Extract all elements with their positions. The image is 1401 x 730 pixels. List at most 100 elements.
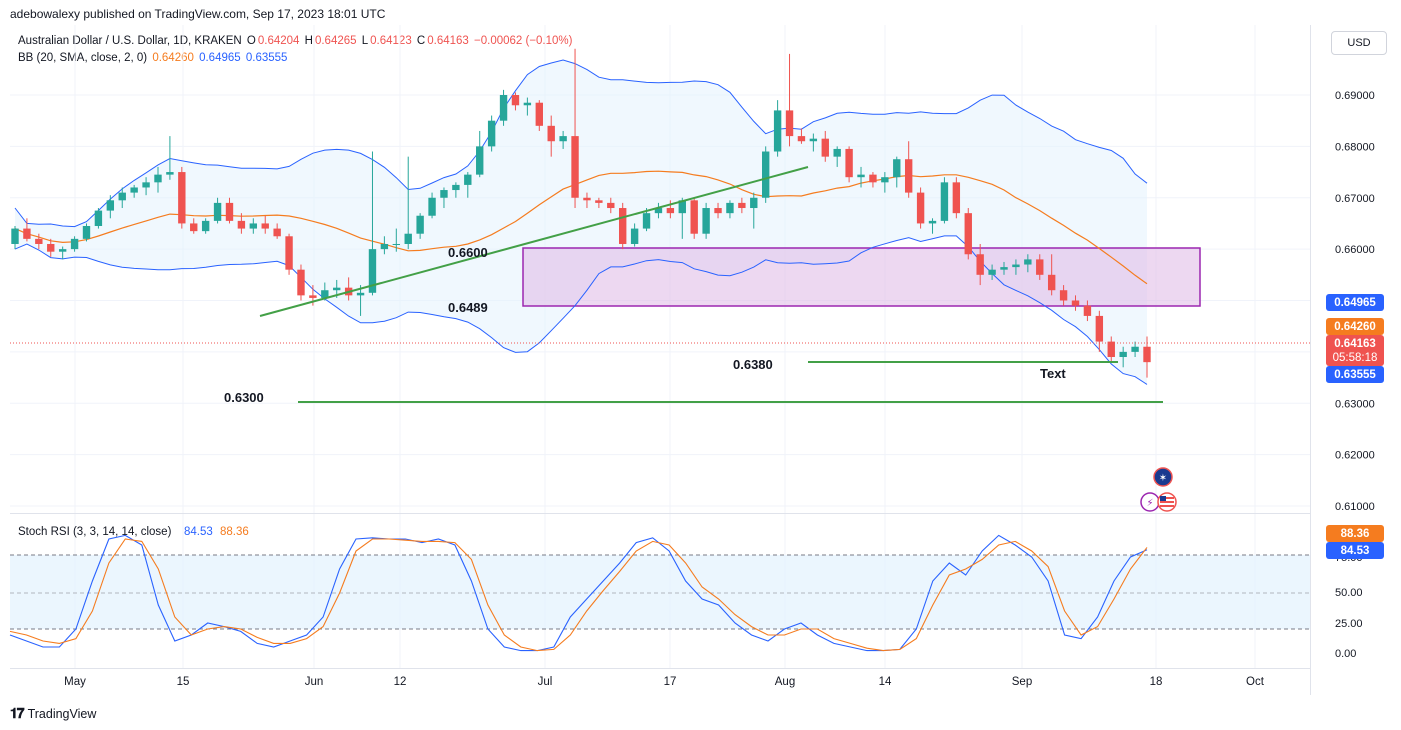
candle-body[interactable] xyxy=(642,213,651,229)
candle-body[interactable] xyxy=(630,228,639,244)
candle-body[interactable] xyxy=(583,197,591,201)
candle-body[interactable] xyxy=(702,208,710,234)
candle-body[interactable] xyxy=(213,202,222,221)
australia-flag-icon[interactable]: ✶ xyxy=(1153,467,1173,487)
candle-body[interactable] xyxy=(368,249,377,293)
uptrend-line[interactable] xyxy=(259,166,809,317)
candle-body[interactable] xyxy=(333,287,341,291)
candle-body[interactable] xyxy=(94,210,103,227)
candle-body[interactable] xyxy=(1143,346,1151,363)
candle-body[interactable] xyxy=(309,295,317,298)
candle-body[interactable] xyxy=(321,290,329,298)
candle-body[interactable] xyxy=(178,172,186,224)
candle-body[interactable] xyxy=(23,228,31,239)
candle-body[interactable] xyxy=(714,208,722,214)
candle-body[interactable] xyxy=(797,136,806,142)
candle-body[interactable] xyxy=(571,136,579,198)
candle-body[interactable] xyxy=(678,200,686,214)
candle-body[interactable] xyxy=(142,182,150,188)
candle-body[interactable] xyxy=(380,243,389,250)
us-flag-icon[interactable] xyxy=(1157,492,1177,512)
candle-body[interactable] xyxy=(845,148,853,178)
candle-body[interactable] xyxy=(1036,259,1044,275)
candle-body[interactable] xyxy=(1083,305,1092,316)
candle-body[interactable] xyxy=(1071,300,1080,306)
candle-body[interactable] xyxy=(511,95,520,106)
candle-body[interactable] xyxy=(1024,259,1032,265)
candle-body[interactable] xyxy=(428,197,436,216)
candle-body[interactable] xyxy=(58,249,67,252)
candle-body[interactable] xyxy=(607,202,615,209)
candle-body[interactable] xyxy=(261,223,269,229)
candle-body[interactable] xyxy=(11,228,19,244)
candle-body[interactable] xyxy=(893,159,901,178)
candle-body[interactable] xyxy=(356,292,365,296)
candle-body[interactable] xyxy=(47,243,55,252)
candle-body[interactable] xyxy=(666,208,675,214)
candle-body[interactable] xyxy=(285,236,293,270)
candle-body[interactable] xyxy=(523,102,532,106)
candle-body[interactable] xyxy=(1119,351,1127,358)
candle-body[interactable] xyxy=(1000,267,1008,270)
candle-body[interactable] xyxy=(833,148,841,157)
candle-body[interactable] xyxy=(1047,274,1056,291)
candle-body[interactable] xyxy=(273,228,281,237)
candle-body[interactable] xyxy=(547,125,555,142)
candle-body[interactable] xyxy=(595,200,603,203)
candle-body[interactable] xyxy=(535,102,543,126)
candle-body[interactable] xyxy=(35,238,43,244)
candle-body[interactable] xyxy=(809,138,818,142)
candle-body[interactable] xyxy=(654,208,663,214)
candle-body[interactable] xyxy=(619,208,627,244)
candle-body[interactable] xyxy=(1107,341,1115,358)
candle-body[interactable] xyxy=(690,200,698,234)
candle-body[interactable] xyxy=(118,192,126,201)
candle-body[interactable] xyxy=(773,110,782,152)
resistance-zone[interactable] xyxy=(522,247,1201,307)
candle-body[interactable] xyxy=(726,202,734,214)
candle-body[interactable] xyxy=(154,174,162,183)
candle-body[interactable] xyxy=(1095,315,1104,342)
candle-body[interactable] xyxy=(869,174,877,183)
candle-body[interactable] xyxy=(762,151,770,198)
candle-body[interactable] xyxy=(821,138,829,157)
candle-body[interactable] xyxy=(70,238,79,250)
candle-body[interactable] xyxy=(857,174,865,178)
candle-body[interactable] xyxy=(225,202,234,221)
candle-body[interactable] xyxy=(404,233,412,244)
candle-body[interactable] xyxy=(416,215,424,234)
candle-body[interactable] xyxy=(440,190,448,198)
candle-body[interactable] xyxy=(106,200,115,211)
candle-body[interactable] xyxy=(190,223,198,232)
candle-body[interactable] xyxy=(738,202,746,209)
candle-body[interactable] xyxy=(82,226,91,239)
candle-body[interactable] xyxy=(392,243,400,245)
candle-body[interactable] xyxy=(952,182,961,214)
candle-body[interactable] xyxy=(976,254,984,275)
candle-body[interactable] xyxy=(297,269,305,296)
candle-body[interactable] xyxy=(130,187,138,193)
candle-body[interactable] xyxy=(940,182,949,221)
candle-body[interactable] xyxy=(237,220,246,229)
candle-body[interactable] xyxy=(1012,264,1020,268)
candle-body[interactable] xyxy=(881,177,889,183)
currency-button[interactable]: USD xyxy=(1331,31,1387,55)
candle-body[interactable] xyxy=(988,269,996,275)
candle-body[interactable] xyxy=(1131,346,1139,352)
candle-body[interactable] xyxy=(785,110,794,137)
candle-body[interactable] xyxy=(1059,290,1068,301)
candle-body[interactable] xyxy=(928,220,937,224)
candle-body[interactable] xyxy=(904,159,913,193)
event-icon[interactable]: ⚡ xyxy=(1140,492,1160,512)
candle-body[interactable] xyxy=(452,184,460,191)
candle-body[interactable] xyxy=(750,197,758,209)
tradingview-logo[interactable]: 𝟏𝟕 TradingView xyxy=(10,705,96,722)
candle-body[interactable] xyxy=(487,120,496,147)
candle-body[interactable] xyxy=(464,174,472,185)
candle-body[interactable] xyxy=(476,146,484,175)
candle-body[interactable] xyxy=(499,95,508,121)
candle-body[interactable] xyxy=(916,192,925,224)
candle-body[interactable] xyxy=(249,223,258,229)
candle-body[interactable] xyxy=(964,213,972,255)
